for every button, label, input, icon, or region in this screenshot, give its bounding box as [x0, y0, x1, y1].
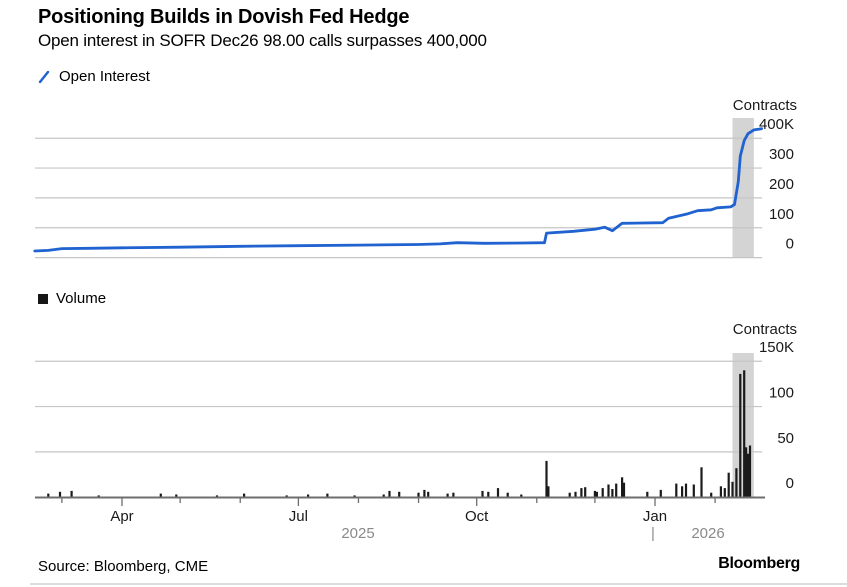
volume-bar: [659, 489, 662, 498]
volume-bar: [580, 488, 583, 498]
volume-bar: [723, 488, 726, 498]
open-interest-legend-label: Open Interest: [59, 68, 150, 85]
open-interest-panel: 400K 300 200 100 0 Contracts: [33, 97, 797, 259]
volume-bar: [727, 472, 730, 498]
volume-bar: [388, 490, 391, 498]
volume-bar: [446, 493, 449, 498]
volume-bar: [710, 492, 713, 498]
y-axis-tick-label: 200: [769, 176, 794, 193]
y-axis-tick-label: 100: [769, 385, 794, 402]
volume-legend: Volume: [38, 290, 106, 307]
volume-bar: [547, 486, 550, 498]
volume-bar: [615, 483, 618, 498]
volume-bar: [611, 489, 614, 498]
volume-bar: [70, 490, 73, 498]
volume-bar: [58, 491, 62, 498]
volume-bar: [398, 491, 401, 498]
volume-bar: [285, 495, 288, 498]
line-series-icon: [38, 70, 50, 83]
y-axis-unit-label: Contracts: [733, 321, 797, 338]
volume-bar: [593, 490, 596, 498]
volume-bar: [175, 494, 178, 498]
bloomberg-logo: Bloomberg: [718, 555, 800, 572]
volume-bar: [739, 373, 742, 498]
volume-bar: [621, 477, 624, 498]
x-axis-month-label: Jan: [643, 508, 667, 525]
volume-bar: [748, 445, 752, 498]
x-axis-month-label: Jul: [289, 508, 308, 525]
bar-series-icon: [38, 293, 48, 304]
volume-bar: [97, 495, 100, 498]
volume-bar: [735, 468, 738, 498]
volume-bar: [481, 490, 484, 498]
x-axis: Apr Jul Oct Jan 2025 | 2026: [35, 496, 765, 542]
volume-bar: [700, 467, 703, 498]
volume-bar: [506, 492, 509, 498]
volume-bar: [47, 493, 50, 498]
bottom-divider: [30, 583, 847, 585]
volume-panel: 150K 100 50 0 Contracts: [35, 321, 797, 498]
volume-bar: [326, 493, 329, 498]
volume-bar: [452, 492, 455, 498]
volume-bar: [745, 447, 748, 498]
volume-bar: [353, 495, 356, 498]
volume-bar: [584, 487, 587, 498]
volume-bar: [692, 484, 695, 498]
volume-bar: [307, 494, 310, 498]
volume-bar: [746, 453, 750, 498]
open-interest-line: [33, 127, 763, 253]
chart-subtitle: Open interest in SOFR Dec26 98.00 calls …: [38, 31, 487, 50]
volume-bar: [417, 492, 420, 498]
volume-bar: [675, 483, 678, 498]
y-axis-tick-label: 150K: [759, 339, 794, 356]
open-interest-legend: Open Interest: [38, 68, 150, 85]
x-axis-month-label: Oct: [465, 508, 489, 525]
volume-bar: [423, 489, 426, 498]
y-axis-tick-label: 400K: [759, 116, 794, 133]
volume-bar: [681, 486, 684, 498]
x-axis-year-label: 2026: [691, 525, 724, 542]
volume-bar: [568, 492, 571, 498]
volume-bar: [545, 460, 548, 498]
volume-bar: [520, 494, 523, 498]
volume-bar: [684, 483, 688, 498]
volume-bar: [496, 488, 500, 498]
volume-bar: [743, 370, 746, 498]
volume-bar: [731, 481, 734, 498]
y-axis-tick-label: 0: [786, 236, 794, 253]
volume-bar: [382, 494, 385, 498]
y-axis-tick-label: 0: [786, 475, 794, 492]
volume-bar: [243, 493, 246, 498]
x-axis-month-label: Apr: [110, 508, 133, 525]
source-attribution: Source: Bloomberg, CME: [38, 558, 209, 575]
volume-bar: [595, 491, 598, 498]
volume-bar: [622, 482, 626, 498]
volume-bar: [215, 495, 219, 498]
volume-bar: [574, 491, 577, 498]
x-axis-year-label: |: [651, 525, 655, 542]
volume-bar: [607, 484, 610, 498]
chart-title: Positioning Builds in Dovish Fed Hedge: [38, 6, 410, 28]
volume-bar: [159, 493, 162, 498]
y-axis-unit-label: Contracts: [733, 97, 797, 114]
y-axis-tick-label: 50: [777, 430, 794, 447]
volume-bar: [719, 486, 722, 498]
highlight-band: [732, 118, 754, 258]
x-axis-year-label: 2025: [341, 525, 374, 542]
volume-bar: [427, 491, 430, 498]
y-axis-tick-label: 300: [769, 146, 794, 163]
volume-bar: [646, 491, 649, 498]
y-axis-tick-label: 100: [769, 206, 794, 223]
volume-legend-label: Volume: [56, 290, 107, 307]
volume-bar: [601, 488, 604, 498]
volume-bar: [487, 491, 490, 498]
